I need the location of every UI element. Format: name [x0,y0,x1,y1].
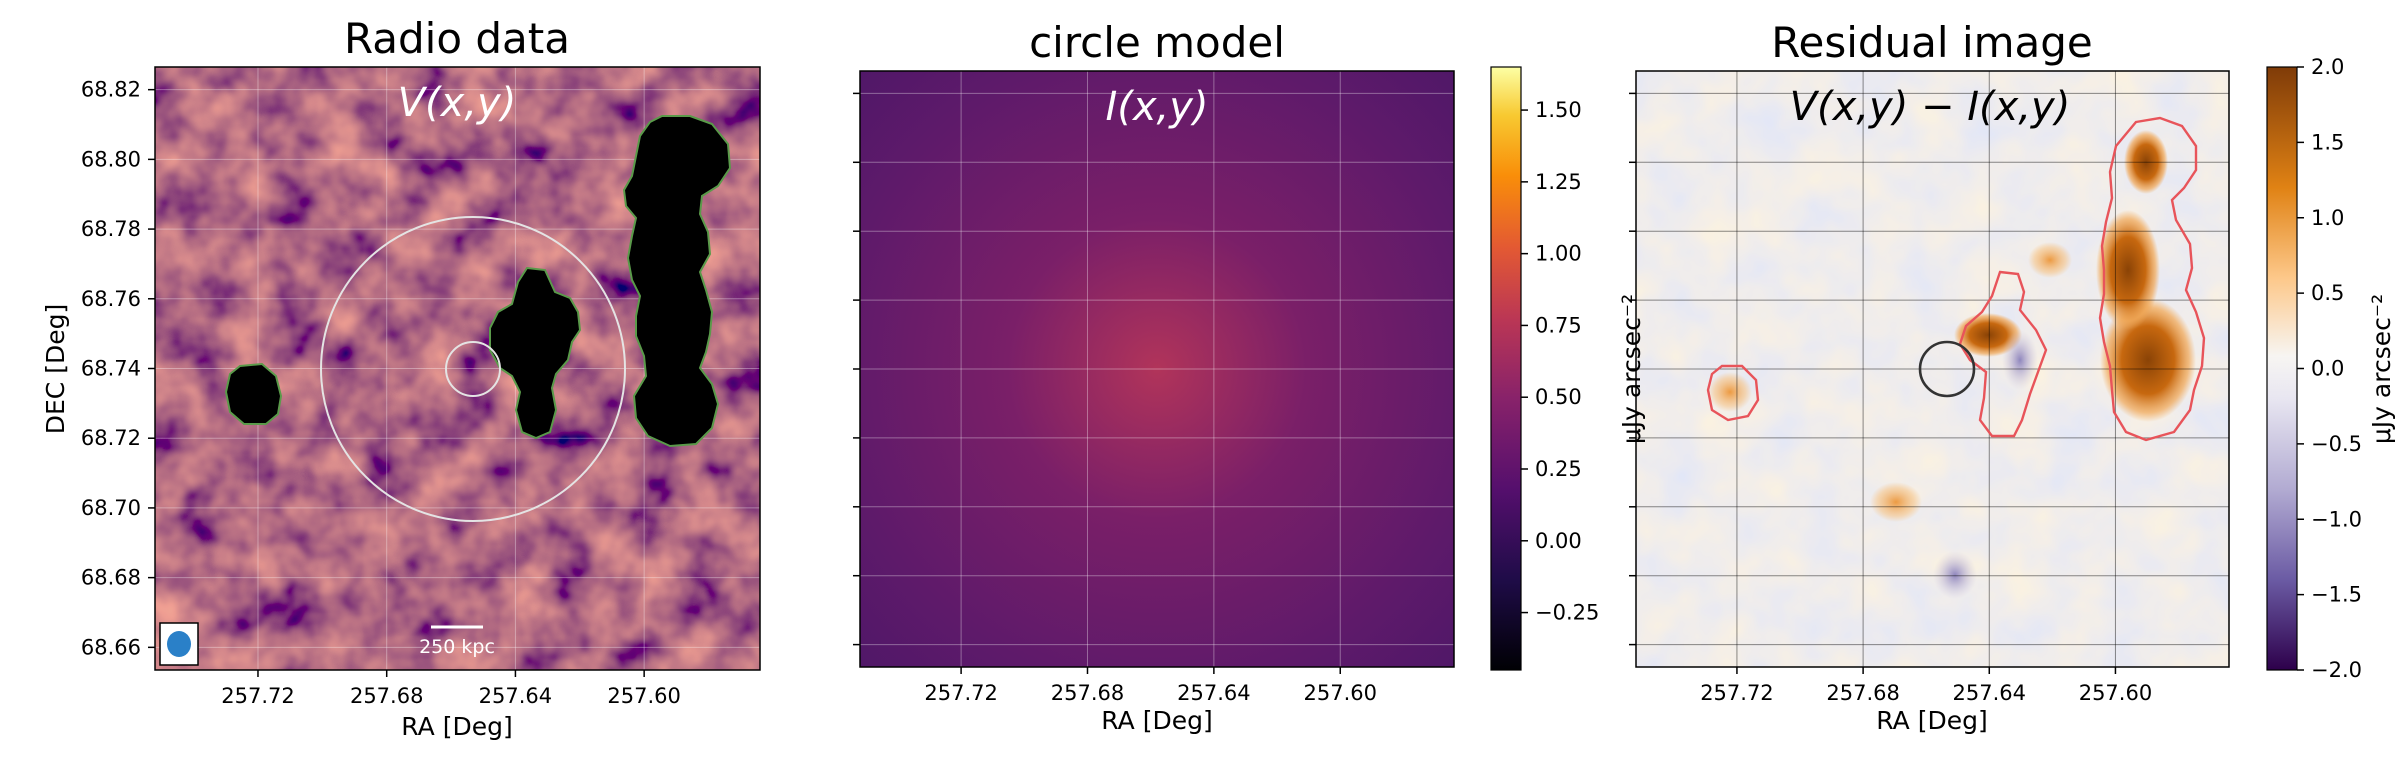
colorbar-tick-label: −0.25 [1535,601,1599,625]
colorbar-label: μJy arcsec⁻² [2367,294,2396,444]
axis-ticks: 257.72 257.68 257.64 257.60 [853,92,1377,705]
y-tick-label: 68.80 [81,147,141,171]
colorbar-tick-label: 0.50 [1535,385,1582,409]
panel1-xlabel: RA [Deg] [401,712,512,741]
contour-left [1706,364,1760,422]
contour-right [2098,116,2206,442]
residual-blob [1708,372,1752,412]
colorbar-tick-label: 1.0 [2311,206,2344,230]
outer-circle [320,216,626,522]
x-tick-label: 257.72 [924,681,997,705]
inner-circle [445,341,501,397]
model-image [860,71,1454,667]
beam-ellipse [167,631,191,657]
y-tick-label: 68.74 [81,357,141,381]
y-tick-label: 68.68 [81,566,141,590]
panel2-xlabel: RA [Deg] [1101,706,1212,735]
y-tick-label: 68.82 [81,78,141,102]
colorbar-tick-label: 1.50 [1535,98,1582,122]
y-tick-label: 68.76 [81,287,141,311]
y-tick-label: 68.66 [81,635,141,659]
colorbar-ticks: 2.0 1.5 1.0 0.5 0.0 −0.5 −1.0 −1.5 −2.0 [2297,55,2362,682]
y-tick-label: 68.70 [81,496,141,520]
residual-blob [1870,482,1922,522]
x-tick-label: 257.64 [1953,681,2026,705]
panel2-annotation: I(x,y) [1105,84,1208,130]
x-tick-label: 257.72 [1700,681,1773,705]
masked-region-left [224,362,283,425]
colorbar-tick-label: 0.0 [2311,357,2344,381]
contour-center [1958,270,2048,438]
panel-radio-data: 250 kpc V(x,y) 257.72 257.68 257.64 257.60 6… [41,14,761,741]
colorbar-tick-label: 0.5 [2311,281,2344,305]
residual-blob [1933,551,1977,599]
colorbar-tick-label: 0.00 [1535,529,1582,553]
axis-ticks: 257.72 257.68 257.64 257.60 68.82 68.80 68.78 6… [81,78,681,708]
scale-bar-label: 250 kpc [419,636,495,658]
residual-blob [2002,330,2038,390]
panel3-annotation: V(x,y) − I(x,y) [1790,84,2071,130]
colorbar-ticks: 1.50 1.25 1.00 0.75 0.50 0.25 0.00 −0.25 [1521,98,1599,625]
x-tick-label: 257.60 [2079,681,2152,705]
colorbar-tick-label: −2.0 [2311,658,2362,682]
x-tick-label: 257.64 [479,684,552,708]
panel3-xlabel: RA [Deg] [1876,706,1987,735]
panel1-ylabel: DEC [Deg] [41,304,70,434]
x-tick-label: 257.68 [1826,681,1899,705]
colorbar-tick-label: 0.25 [1535,457,1582,481]
colorbar-tick-label: −0.5 [2311,432,2362,456]
residual-blob [2124,130,2168,194]
panel2-title: circle model [1029,18,1285,67]
panel3-title: Residual image [1771,18,2093,67]
grid-lines [860,71,1454,667]
x-tick-label: 257.64 [1177,681,1250,705]
colorbar-tick-label: −1.0 [2311,507,2362,531]
x-tick-label: 257.68 [350,684,423,708]
masked-region-right [622,115,732,448]
x-tick-label: 257.60 [1304,681,1377,705]
colorbar-tick-label: 0.75 [1535,313,1582,337]
colorbar-inferno [1490,66,1522,671]
axis-ticks: 257.72 257.68 257.64 257.60 [1629,92,2152,705]
colorbar-tick-label: 1.00 [1535,242,1582,266]
panel3-ylabel: μJy arcsec⁻² [1617,294,1646,444]
colorbar-tick-label: 2.0 [2311,55,2344,79]
residual-blob [2028,242,2072,278]
panel-residual-image: V(x,y) − I(x,y) 257.72 257.68 257.64 257.60… [1617,18,2396,735]
colorbar-tick-label: −1.5 [2311,583,2362,607]
inner-circle [1918,340,1976,398]
colorbar-tick-label: 1.5 [2311,130,2344,154]
x-tick-label: 257.68 [1051,681,1124,705]
x-tick-label: 257.60 [607,684,680,708]
residual-blob [2096,210,2160,330]
panel1-annotation: V(x,y) [398,80,517,126]
masked-region-center [489,266,582,440]
colorbar-puor [2266,66,2298,671]
panel-circle-model: I(x,y) 257.72 257.68 257.64 257.60 circle m… [853,18,1599,735]
y-tick-label: 68.72 [81,426,141,450]
colorbar-tick-label: 1.25 [1535,170,1582,194]
y-tick-label: 68.78 [81,217,141,241]
panel1-title: Radio data [344,14,570,63]
grid-lines [1636,71,2229,667]
x-tick-label: 257.72 [221,684,294,708]
